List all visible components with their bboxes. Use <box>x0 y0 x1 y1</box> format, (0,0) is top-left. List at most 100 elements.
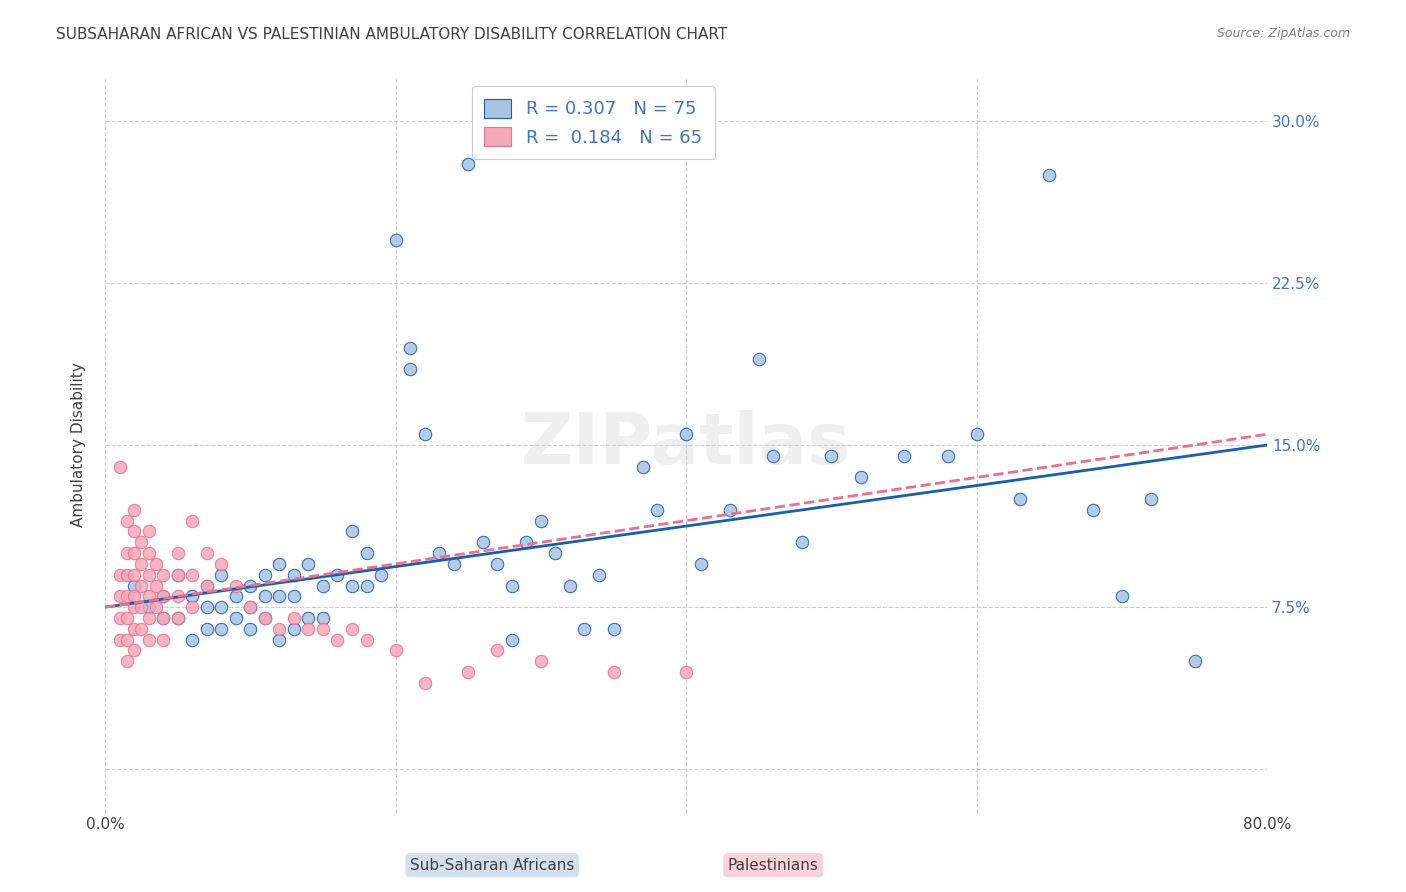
Point <box>530 514 553 528</box>
Point <box>225 590 247 604</box>
Point <box>145 557 167 571</box>
Point <box>122 600 145 615</box>
Point <box>166 611 188 625</box>
Point <box>269 632 291 647</box>
Point <box>138 590 160 604</box>
Point <box>166 567 188 582</box>
Point <box>131 600 153 615</box>
Point <box>1184 654 1206 668</box>
Point <box>166 590 188 604</box>
Point <box>122 578 145 592</box>
Point <box>936 449 959 463</box>
Point <box>689 557 711 571</box>
Point <box>1081 503 1104 517</box>
Point <box>631 459 654 474</box>
Point <box>413 427 436 442</box>
Point <box>152 611 174 625</box>
Point <box>384 233 406 247</box>
Point <box>849 470 872 484</box>
Point <box>122 524 145 539</box>
Point <box>792 535 814 549</box>
Point <box>370 567 392 582</box>
Point <box>195 578 218 592</box>
Point <box>239 622 262 636</box>
Point <box>312 578 335 592</box>
Point <box>486 643 509 657</box>
Point <box>269 590 291 604</box>
Point <box>152 632 174 647</box>
Point <box>675 665 697 679</box>
Point <box>131 622 153 636</box>
Point <box>501 632 523 647</box>
Point <box>209 567 232 582</box>
Point <box>122 643 145 657</box>
Point <box>108 590 131 604</box>
Point <box>209 600 232 615</box>
Legend: R = 0.307   N = 75, R =  0.184   N = 65: R = 0.307 N = 75, R = 0.184 N = 65 <box>471 87 714 160</box>
Point <box>326 632 349 647</box>
Point <box>269 622 291 636</box>
Point <box>675 427 697 442</box>
Point <box>253 611 276 625</box>
Point <box>297 557 319 571</box>
Point <box>181 600 204 615</box>
Point <box>239 600 262 615</box>
Point <box>253 567 276 582</box>
Point <box>152 590 174 604</box>
Point <box>131 535 153 549</box>
Point <box>1140 491 1163 506</box>
Point <box>181 514 204 528</box>
Point <box>515 535 537 549</box>
Point <box>138 632 160 647</box>
Point <box>283 611 305 625</box>
Point <box>399 341 422 355</box>
Text: SUBSAHARAN AFRICAN VS PALESTINIAN AMBULATORY DISABILITY CORRELATION CHART: SUBSAHARAN AFRICAN VS PALESTINIAN AMBULA… <box>56 27 727 42</box>
Point <box>283 567 305 582</box>
Point <box>1010 491 1032 506</box>
Point <box>602 665 624 679</box>
Point <box>253 590 276 604</box>
Point <box>820 449 842 463</box>
Point <box>893 449 915 463</box>
Point <box>966 427 988 442</box>
Point <box>181 567 204 582</box>
Point <box>138 600 160 615</box>
Point <box>108 567 131 582</box>
Point <box>181 632 204 647</box>
Point <box>122 546 145 560</box>
Point <box>471 535 494 549</box>
Point <box>122 567 145 582</box>
Point <box>115 546 138 560</box>
Text: Sub-Saharan Africans: Sub-Saharan Africans <box>411 858 574 872</box>
Point <box>145 578 167 592</box>
Point <box>501 578 523 592</box>
Point <box>718 503 741 517</box>
Point <box>209 622 232 636</box>
Point <box>138 611 160 625</box>
Point <box>340 524 363 539</box>
Point <box>486 557 509 571</box>
Point <box>340 622 363 636</box>
Point <box>283 622 305 636</box>
Point <box>115 514 138 528</box>
Point <box>457 665 479 679</box>
Point <box>312 611 335 625</box>
Point <box>166 611 188 625</box>
Point <box>748 351 770 366</box>
Point <box>115 567 138 582</box>
Point <box>225 611 247 625</box>
Point <box>195 546 218 560</box>
Point <box>145 600 167 615</box>
Point <box>166 567 188 582</box>
Text: ZIPatlas: ZIPatlas <box>522 410 851 480</box>
Point <box>574 622 596 636</box>
Text: Palestinians: Palestinians <box>728 858 818 872</box>
Point <box>138 524 160 539</box>
Point <box>399 362 422 376</box>
Point <box>115 654 138 668</box>
Point <box>588 567 610 582</box>
Point <box>457 157 479 171</box>
Point <box>269 557 291 571</box>
Point <box>443 557 465 571</box>
Point <box>138 567 160 582</box>
